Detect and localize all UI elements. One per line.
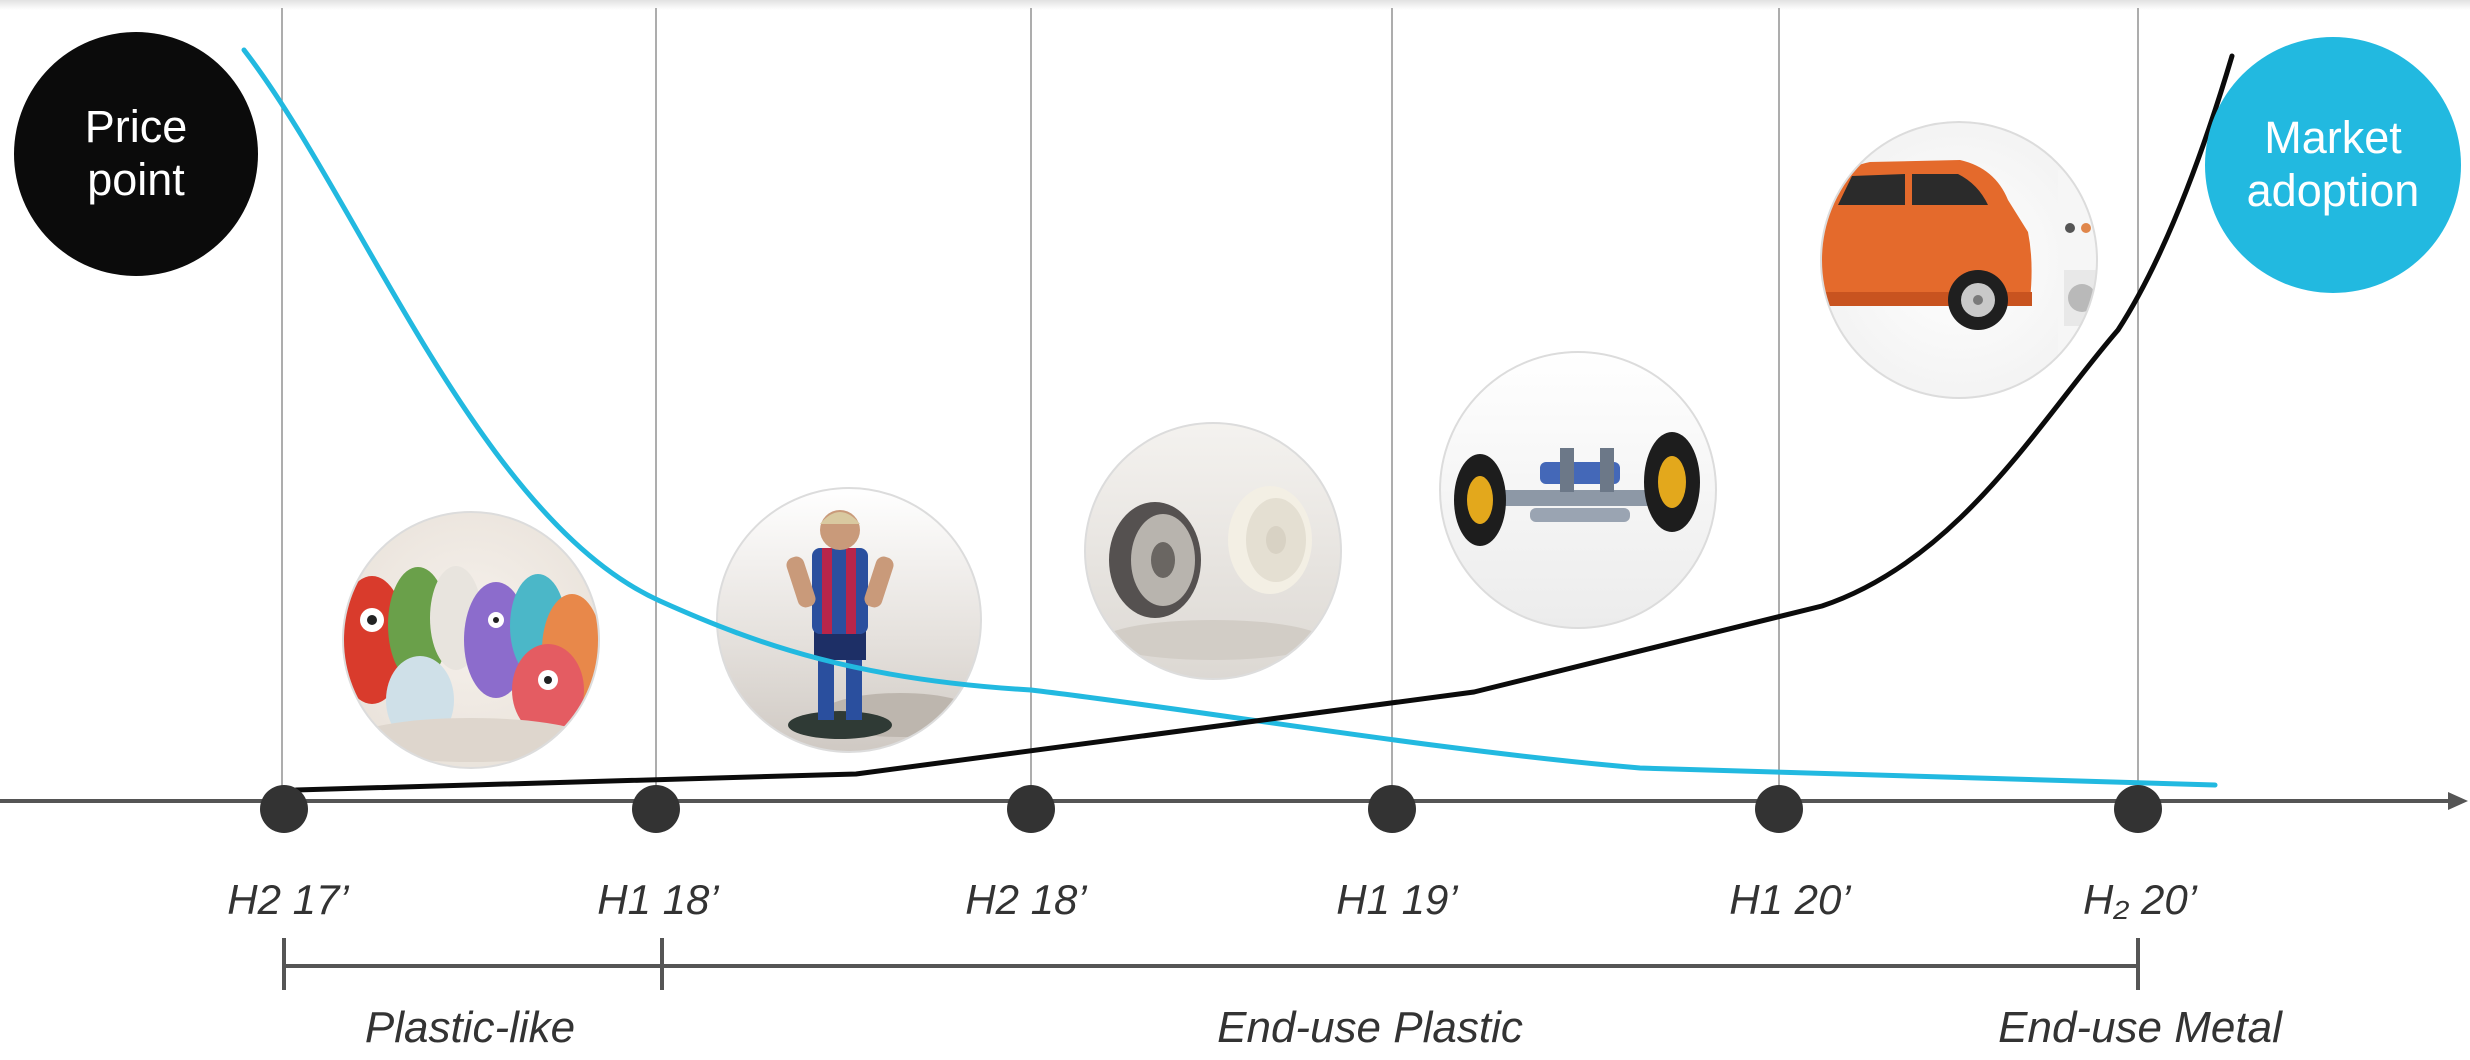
timeline-label-h2-20: H₂ 20’ <box>2082 876 2198 923</box>
phase-brackets <box>282 938 2140 990</box>
milestone-dot <box>2114 785 2162 833</box>
time-axis <box>0 792 2468 810</box>
milestone-dot <box>1007 785 1055 833</box>
phase-label-end-use-plastic: End-use Plastic <box>1217 1003 1523 1052</box>
milestone-dot <box>1368 785 1416 833</box>
time-axis-arrowhead <box>2448 792 2468 810</box>
timeline-label-h1-18: H1 18’ <box>597 876 719 923</box>
football-player-figurine-photo <box>716 487 982 753</box>
timeline-label-h1-19: H1 19’ <box>1336 876 1458 923</box>
market-adoption-curve <box>293 53 2235 793</box>
top-shadow <box>0 0 2470 10</box>
milestone-dot <box>260 785 308 833</box>
car-suspension-photo <box>1439 351 1717 629</box>
orange-car-photo <box>1820 121 2098 399</box>
milestone-dot <box>1755 785 1803 833</box>
price-point-badge: Price point <box>14 32 258 276</box>
timeline-label-h2-18: H2 18’ <box>965 876 1087 923</box>
milestone-dot <box>632 785 680 833</box>
price-point-curve <box>241 47 2218 788</box>
market-adoption-label: Market adoption <box>2246 112 2420 216</box>
timeline-label-h2-17: H2 17’ <box>227 876 349 923</box>
market-adoption-badge: Market adoption <box>2205 37 2461 293</box>
guide-lines <box>281 8 2139 810</box>
timeline-label-h1-20: H1 20’ <box>1729 876 1851 923</box>
price-point-label: Price point <box>84 101 188 205</box>
toy-figurines-photo <box>342 511 600 769</box>
phase-label-plastic-like: Plastic-like <box>364 1003 576 1052</box>
wheel-rims-photo <box>1084 422 1342 680</box>
milestone-dots <box>260 785 2162 833</box>
phase-label-end-use-metal: End-use Metal <box>1998 1003 2282 1052</box>
